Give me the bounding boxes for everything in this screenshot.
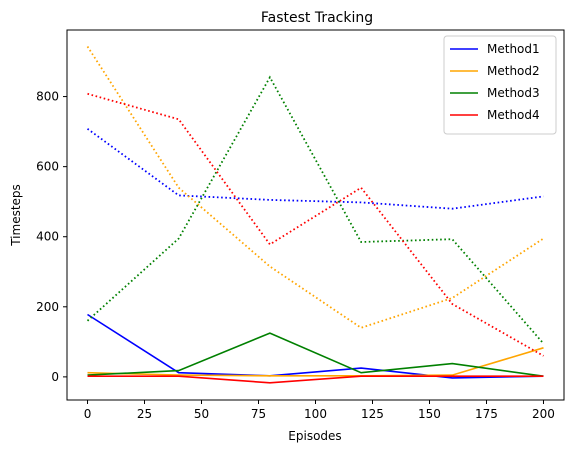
y-axis: 0 200 400 600 800 xyxy=(36,90,67,384)
legend-label: Method2 xyxy=(487,64,540,78)
x-tick-label: 75 xyxy=(251,407,266,421)
series-line-dotted xyxy=(86,75,545,345)
legend: Method1 Method2 Method3 Method4 xyxy=(443,35,557,135)
x-axis-label: Episodes xyxy=(288,429,341,443)
series-line-dotted xyxy=(87,92,544,357)
x-tick-label: 50 xyxy=(194,407,209,421)
x-tick-label: 200 xyxy=(532,407,555,421)
series-line xyxy=(87,313,544,379)
x-tick-label: 125 xyxy=(361,407,384,421)
y-tick-label: 600 xyxy=(36,160,59,174)
legend-label: Method1 xyxy=(487,42,540,56)
y-tick-label: 0 xyxy=(51,370,59,384)
y-axis-label: Timesteps xyxy=(9,184,23,247)
x-axis: 0 25 50 75 100 125 150 175 200 xyxy=(84,400,555,421)
plot-lines xyxy=(86,46,545,384)
x-tick-label: 25 xyxy=(137,407,152,421)
y-tick-label: 400 xyxy=(36,230,59,244)
y-tick-label: 200 xyxy=(36,300,59,314)
y-tick-label: 800 xyxy=(36,90,59,104)
series-line xyxy=(87,375,544,384)
series-line xyxy=(87,332,544,377)
legend-box xyxy=(443,35,557,135)
x-tick-label: 100 xyxy=(304,407,327,421)
series-line xyxy=(87,347,544,377)
series-line-dotted xyxy=(86,46,544,329)
series-line-dotted xyxy=(86,128,544,210)
legend-label: Method4 xyxy=(487,108,540,122)
x-tick-label: 0 xyxy=(84,407,92,421)
legend-label: Method3 xyxy=(487,86,540,100)
chart-title: Fastest Tracking xyxy=(261,10,373,26)
x-tick-label: 175 xyxy=(475,407,498,421)
x-tick-label: 150 xyxy=(418,407,441,421)
